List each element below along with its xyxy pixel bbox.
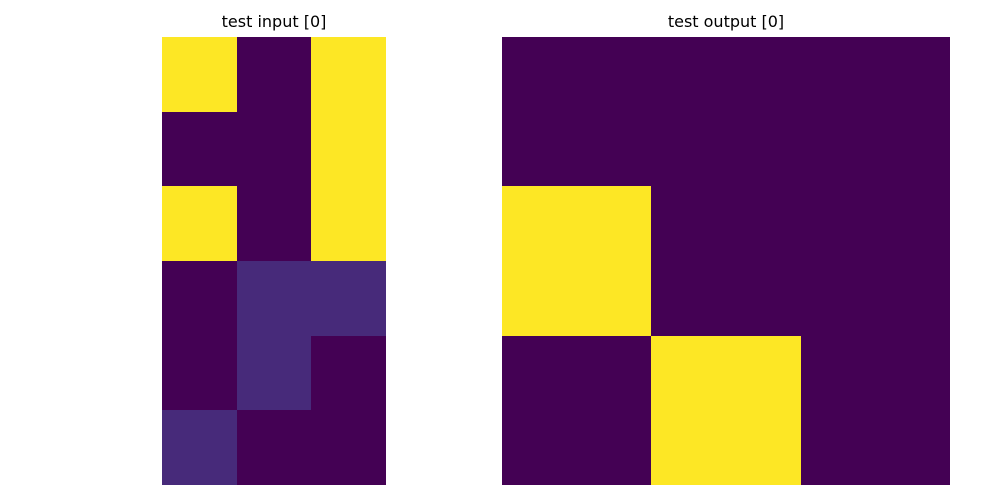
input-cell-r2-c0 — [162, 186, 237, 261]
output-cell-r2-c0 — [502, 335, 652, 485]
input-cell-r4-c2 — [311, 335, 386, 411]
input-cell-r3-c2 — [311, 260, 386, 336]
output-cell-r2-c1 — [651, 335, 801, 485]
input-cell-r0-c2 — [311, 37, 386, 112]
output-cell-r1-c2 — [800, 186, 950, 336]
input-cell-r2-c1 — [236, 186, 312, 261]
output-cell-r1-c1 — [651, 186, 801, 336]
input-cell-r4-c0 — [162, 335, 237, 411]
input-cell-r2-c2 — [311, 186, 386, 261]
input-cell-r5-c1 — [236, 410, 312, 485]
output-cell-r0-c2 — [800, 37, 950, 187]
input-panel-title: test input [0] — [221, 12, 327, 31]
input-cell-r1-c1 — [236, 111, 312, 187]
input-cell-r3-c1 — [236, 260, 312, 336]
output-cell-r1-c0 — [502, 186, 652, 336]
input-cell-r3-c0 — [162, 260, 237, 336]
output-grid — [502, 37, 950, 485]
input-cell-r1-c2 — [311, 111, 386, 187]
output-cell-r0-c0 — [502, 37, 652, 187]
input-cell-r0-c0 — [162, 37, 237, 112]
output-panel-title: test output [0] — [667, 12, 785, 31]
input-cell-r5-c2 — [311, 410, 386, 485]
output-cell-r0-c1 — [651, 37, 801, 187]
input-grid — [162, 37, 386, 485]
input-cell-r1-c0 — [162, 111, 237, 187]
input-cell-r4-c1 — [236, 335, 312, 411]
output-cell-r2-c2 — [800, 335, 950, 485]
input-cell-r5-c0 — [162, 410, 237, 485]
input-cell-r0-c1 — [236, 37, 312, 112]
